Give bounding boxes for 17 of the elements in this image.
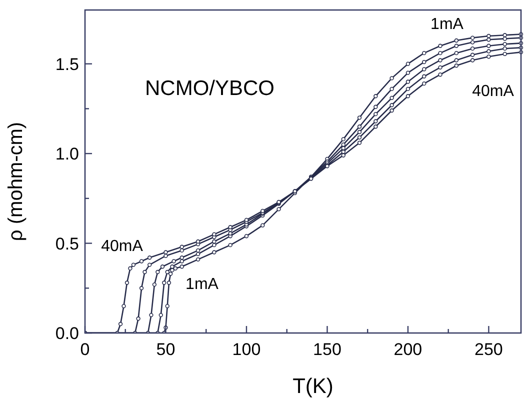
annotation: 1mA [186, 276, 219, 293]
y-axis-title: ρ (mohm-cm) [5, 122, 27, 242]
y-tick-label: 1.5 [55, 54, 79, 74]
annotation: 40mA [472, 83, 514, 100]
annotation: NCMO/YBCO [145, 77, 275, 100]
x-tick-label: 50 [156, 340, 176, 359]
x-axis-title: T(K) [292, 375, 334, 398]
annotation: 40mA [101, 238, 144, 255]
y-tick-label: 1.0 [55, 144, 79, 164]
x-tick-label: 150 [313, 340, 342, 359]
annotation: 1mA [430, 16, 464, 33]
x-tick-label: 100 [232, 340, 261, 359]
text: 0.0 [55, 324, 79, 343]
x-tick-label: 200 [394, 340, 422, 359]
x-tick-label: 0 [80, 340, 90, 359]
y-tick-label: 0.5 [55, 234, 79, 254]
x-tick-label: 250 [474, 340, 503, 359]
